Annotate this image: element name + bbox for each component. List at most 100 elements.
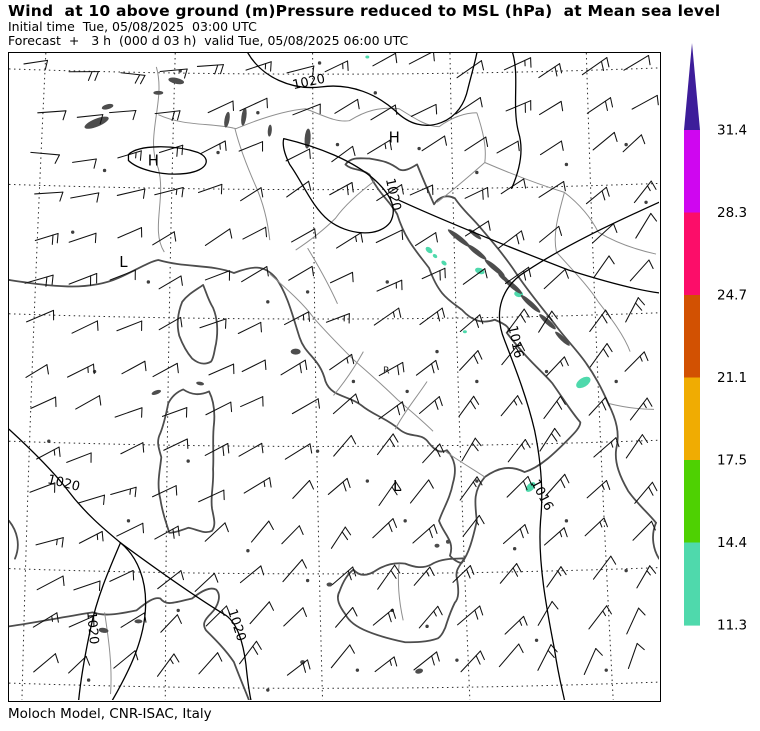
wind-barb-tick [435,447,441,458]
wind-barb-tick [225,605,231,616]
wind-barb-staff [593,255,610,279]
wind-barb-staff [539,225,560,243]
wind-barb-tick [350,435,357,445]
wind-barb-tick [469,565,475,575]
wind-barb-tick [54,154,60,164]
lake-or-island [168,77,185,85]
wind-barb-tick [252,645,259,655]
wind-barb-tick [351,271,354,283]
lake-or-island [304,128,311,149]
wind-barb-tick [601,190,606,201]
station-dot [355,668,360,672]
wind-barb-tick [384,142,387,150]
isobar-value-label: 1020 [224,607,248,643]
lake-or-island [415,668,424,674]
wind-barb-tick [346,357,349,364]
wind-barb-staff [500,395,519,417]
high-pressure-center-label: H [389,129,400,147]
wind-barb-staff [25,364,48,378]
wind-barb-tick [87,71,93,81]
wind-barb-staff [152,231,175,246]
wind-barb-staff [413,566,431,586]
wind-barb-tick [346,184,349,196]
wind-barb-tick [54,653,59,664]
coastline [652,521,659,560]
wind-barb-tick [642,402,647,409]
wind-barb-staff [629,259,650,282]
coastline-sicily [336,556,466,644]
station-dot [186,459,190,463]
wind-barb-tick [269,477,272,488]
wind-barb-staff [583,648,597,676]
isobar-value-label: 1020 [46,472,82,495]
wind-barb-staff [633,180,652,204]
wind-barb-tick [396,405,401,416]
wind-barb-tick [606,479,611,490]
wind-barb-staff [622,134,642,153]
wind-barb-staff [456,60,482,79]
wind-barb-tick [308,479,315,490]
isobar-line [398,199,659,294]
wind-barb-tick [56,232,59,244]
weather-map: 1020 1020 1016 1016 1020 1020 1020 H H L L R [9,53,659,700]
wind-barb-tick [101,530,104,542]
wind-barb-tick [344,526,352,536]
wind-barb-tick [173,653,180,663]
wind-barb-tick [606,605,612,615]
colorbar-svg: 31.4 28.3 24.7 21.1 17.5 14.4 11.3 [684,43,747,634]
wind-barb-staff [329,181,353,196]
wind-barb-tick [390,569,397,579]
wind-barb-staff [66,452,92,463]
wind-barb-tick [428,479,434,489]
lake-or-island [484,259,505,277]
wind-barb-staff [501,341,521,366]
wind-barb-staff [68,272,98,285]
colorbar-segment [684,130,700,214]
wind-barb-tick [550,432,558,442]
wind-barb-tick [522,480,528,491]
wind-barb-tick [175,188,178,196]
border-line [158,107,477,130]
wind-barb-tick [554,66,558,77]
wind-barb-tick [436,651,440,662]
wind-barb-tick [169,658,174,665]
wind-barb-staff [537,644,552,671]
wind-barb-tick [560,478,566,489]
wind-barb-staff [117,227,143,239]
wind-barb-staff [537,600,553,626]
coastline-sardinia [157,388,216,534]
wind-barb-tick [62,575,65,587]
city-letter-label: R [383,366,390,377]
wind-barb-staff [158,144,184,154]
wind-barb-tick [471,442,479,452]
wind-barb-tick [604,396,611,407]
wind-barb-tick [92,363,95,375]
wind-barb-staff [539,140,562,156]
wind-barb-staff [538,310,553,333]
wind-barb-tick [214,64,219,75]
wind-barb-tick [175,485,178,496]
wind-barb-tick [392,433,399,443]
wind-barb-tick [96,320,99,331]
station-dot [417,146,421,151]
wind-barb-tick [360,232,364,243]
wind-barb-staff [544,527,565,546]
coastline-corsica [176,284,219,365]
station-dot [365,479,370,483]
wind-barb-tick [559,531,563,538]
wind-barb-tick [441,307,446,318]
wind-barb-tick [513,399,518,406]
wind-barb-staff [458,395,475,418]
colorbar-tick-value: 21.1 [717,370,747,386]
wind-barb-tick [650,212,658,222]
high-pressure-center-label: H [148,151,159,169]
wind-barb-tick [435,232,438,243]
wind-barb-tick [436,311,441,322]
wind-barb-tick [475,519,480,526]
wind-shade-patch [365,55,370,59]
wind-barb-tick [595,648,603,656]
latitude-line [9,182,659,191]
wind-barb-tick [392,518,398,528]
wind-barb-tick [389,437,396,448]
border-line [269,273,354,360]
